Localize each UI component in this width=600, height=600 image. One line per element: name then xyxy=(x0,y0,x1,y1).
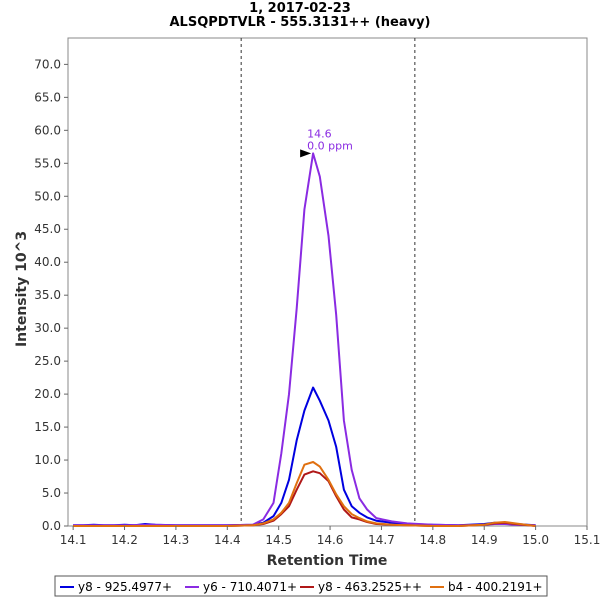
legend-entry: b4 - 400.2191+ xyxy=(448,580,543,594)
peak-annotation: 14.60.0 ppm xyxy=(300,127,353,158)
x-axis: 14.1 14.2 14.3 14.4 14.5 14.6 14.7 14.8 14.9 15.0… xyxy=(60,526,600,547)
chart-subtitle: ALSQPDTVLR - 555.3131++ (heavy) xyxy=(170,15,431,30)
y-tick-label: 60.0 xyxy=(34,123,61,137)
x-tick-label: 14.8 xyxy=(419,533,446,547)
y-tick-label: 0.0 xyxy=(42,519,61,533)
y-tick-label: 40.0 xyxy=(34,255,61,269)
y-tick-label: 55.0 xyxy=(34,156,61,170)
x-tick-label: 15.1 xyxy=(574,533,600,547)
peak-marker-arrow xyxy=(300,149,312,158)
x-tick-label: 14.4 xyxy=(214,533,241,547)
legend-entry: y8 - 925.4977+ xyxy=(78,580,172,594)
y-axis: 0.0 5.0 10.0 15.0 20.0 25.0 30.0 35.0 40.0 45.0 50… xyxy=(34,57,68,533)
legend: y8 - 925.4977+ y6 - 710.4071+ y8 - 463.252… xyxy=(60,580,543,594)
y-tick-label: 35.0 xyxy=(34,288,61,302)
x-tick-label: 14.9 xyxy=(471,533,498,547)
x-axis-label: Retention Time xyxy=(267,553,388,569)
y-tick-label: 5.0 xyxy=(42,486,61,500)
y-tick-label: 30.0 xyxy=(34,321,61,335)
x-tick-label: 15.0 xyxy=(522,533,549,547)
plot-area xyxy=(67,37,588,527)
y-axis-label: Intensity 10^3 xyxy=(14,231,30,347)
x-tick-label: 14.3 xyxy=(163,533,190,547)
legend-entry: y6 - 710.4071+ xyxy=(203,580,297,594)
series-line-3 xyxy=(73,461,536,527)
y-tick-label: 50.0 xyxy=(34,189,61,203)
y-tick-label: 15.0 xyxy=(34,420,61,434)
chart-title: 1, 2017-02-23 xyxy=(249,1,351,16)
x-tick-label: 14.5 xyxy=(265,533,292,547)
x-tick-label: 14.6 xyxy=(317,533,344,547)
y-tick-label: 20.0 xyxy=(34,387,61,401)
y-tick-label: 10.0 xyxy=(34,453,61,467)
x-tick-label: 14.1 xyxy=(60,533,87,547)
legend-entry: y8 - 463.2525++ xyxy=(318,580,422,594)
peak-ppm-label: 0.0 ppm xyxy=(307,139,353,152)
y-tick-label: 45.0 xyxy=(34,222,61,236)
x-tick-label: 14.2 xyxy=(111,533,138,547)
y-tick-label: 25.0 xyxy=(34,354,61,368)
x-tick-label: 14.7 xyxy=(368,533,395,547)
y-tick-label: 70.0 xyxy=(34,57,61,71)
peak-rt-label: 14.6 xyxy=(307,127,332,140)
series-lines xyxy=(73,152,536,527)
y-tick-label: 65.0 xyxy=(34,90,61,104)
